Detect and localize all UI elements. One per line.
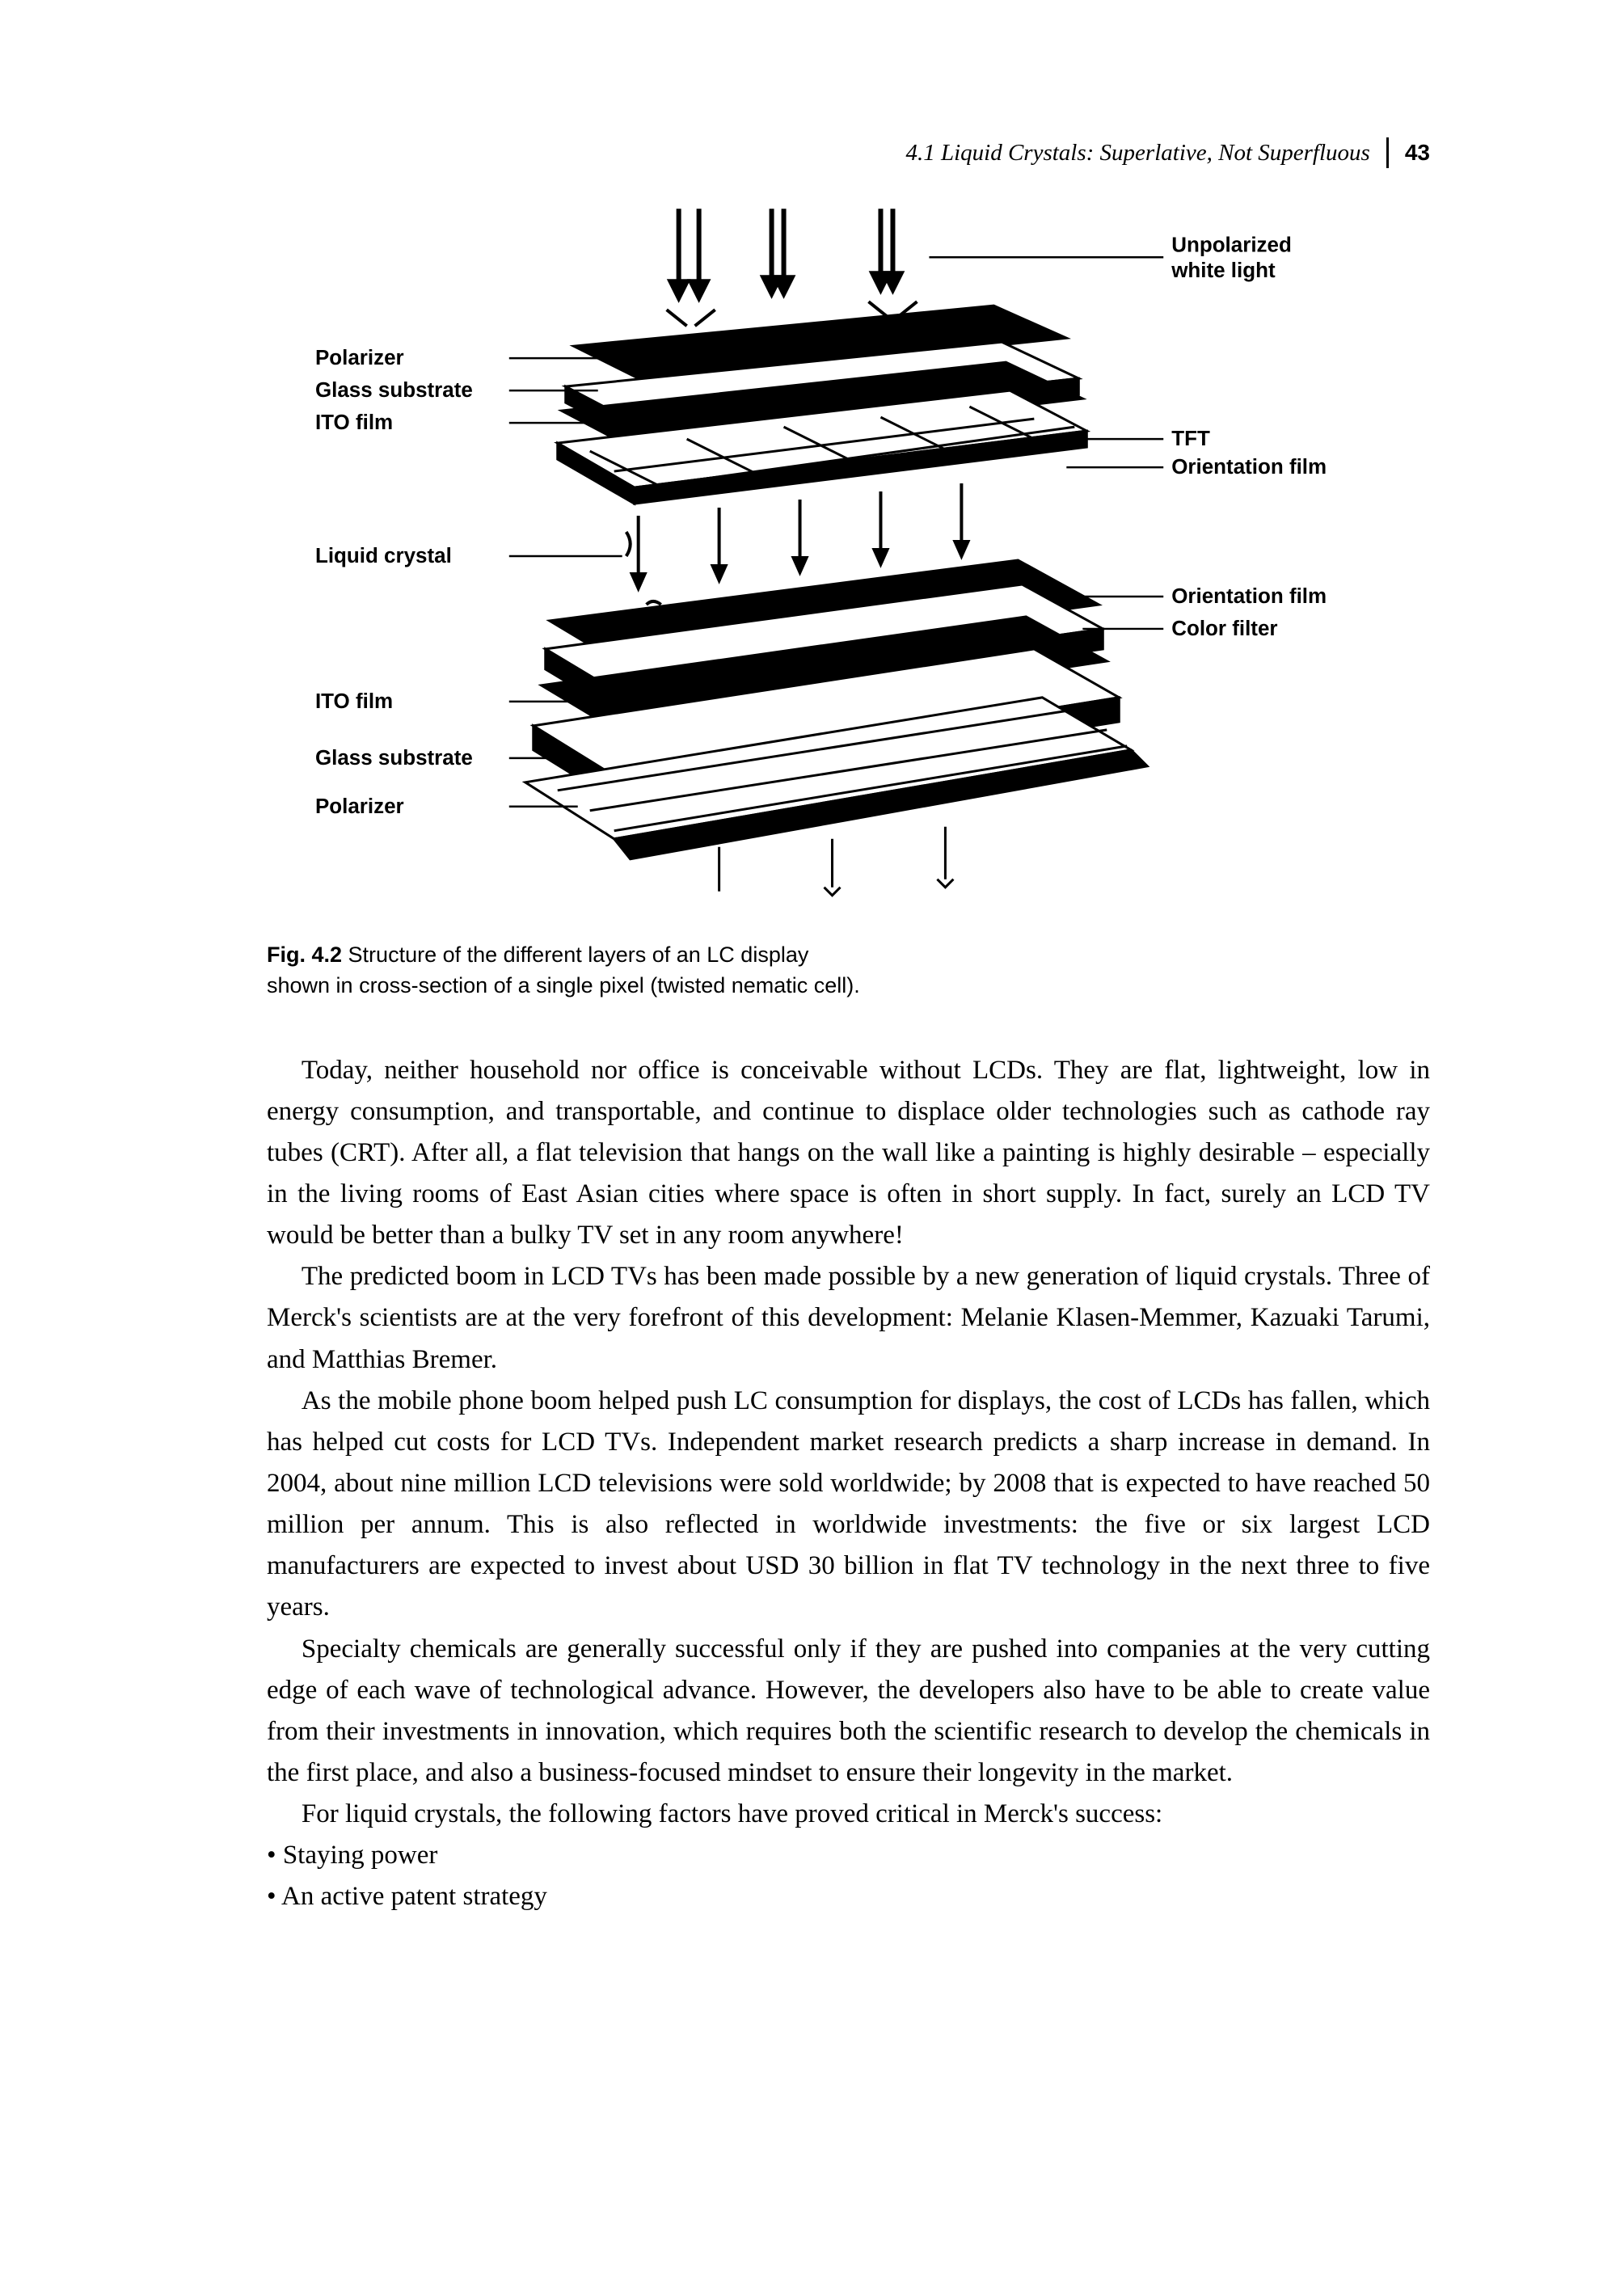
label-tft: TFT [1171, 426, 1210, 450]
figure-id: Fig. 4.2 [267, 943, 342, 967]
paragraph-3: As the mobile phone boom helped push LC … [267, 1381, 1430, 1629]
figure-caption-line2: shown in cross-section of a single pixel… [267, 973, 860, 997]
label-ito-film-top: ITO film [315, 410, 393, 434]
header-divider [1386, 137, 1389, 168]
label-glass-substrate-bottom: Glass substrate [315, 745, 473, 770]
label-unpolarized-light-1: Unpolarized [1171, 232, 1292, 256]
section-title: 4.1 Liquid Crystals: Superlative, Not Su… [905, 140, 1369, 167]
label-ito-film-bottom: ITO film [315, 689, 393, 713]
label-glass-substrate-top: Glass substrate [315, 377, 473, 402]
label-orientation-film-top: Orientation film [1171, 454, 1327, 479]
paragraph-4: Specialty chemicals are generally succes… [267, 1629, 1430, 1794]
paragraph-2: The predicted boom in LCD TVs has been m… [267, 1256, 1430, 1380]
figure-caption: Fig. 4.2 Structure of the different laye… [267, 940, 1430, 1002]
light-arrows-group [667, 209, 917, 326]
paragraph-5: For liquid crystals, the following facto… [267, 1794, 1430, 1835]
factors-list: Staying power An active patent strategy [267, 1835, 1430, 1917]
list-item: An active patent strategy [267, 1876, 1430, 1917]
lcd-layers-diagram: Polarizer Glass substrate ITO film Liqui… [267, 200, 1430, 912]
figure-caption-line1: Structure of the different layers of an … [348, 943, 809, 967]
label-polarizer-top: Polarizer [315, 345, 404, 369]
list-item: Staying power [267, 1835, 1430, 1876]
body-text: Today, neither household nor office is c… [267, 1050, 1430, 1836]
label-liquid-crystal: Liquid crystal [315, 543, 452, 567]
label-unpolarized-light-2: white light [1171, 258, 1276, 282]
running-header: 4.1 Liquid Crystals: Superlative, Not Su… [267, 137, 1430, 168]
paragraph-1: Today, neither household nor office is c… [267, 1050, 1430, 1257]
label-polarizer-bottom: Polarizer [315, 794, 404, 818]
label-orientation-film-bottom: Orientation film [1171, 584, 1327, 608]
layer-stack [525, 306, 1147, 895]
label-color-filter: Color filter [1171, 616, 1277, 640]
page-number: 43 [1405, 140, 1430, 166]
figure-4-2: Polarizer Glass substrate ITO film Liqui… [267, 200, 1430, 1002]
